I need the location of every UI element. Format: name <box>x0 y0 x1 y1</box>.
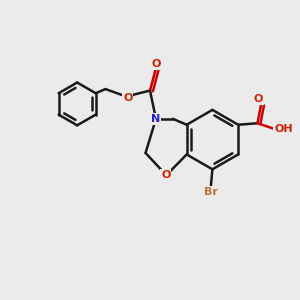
Text: Br: Br <box>204 187 218 197</box>
Text: OH: OH <box>274 124 293 134</box>
Text: O: O <box>161 170 170 180</box>
Text: O: O <box>254 94 263 104</box>
Text: O: O <box>123 93 132 103</box>
Text: N: N <box>151 114 160 124</box>
Text: O: O <box>151 59 160 69</box>
